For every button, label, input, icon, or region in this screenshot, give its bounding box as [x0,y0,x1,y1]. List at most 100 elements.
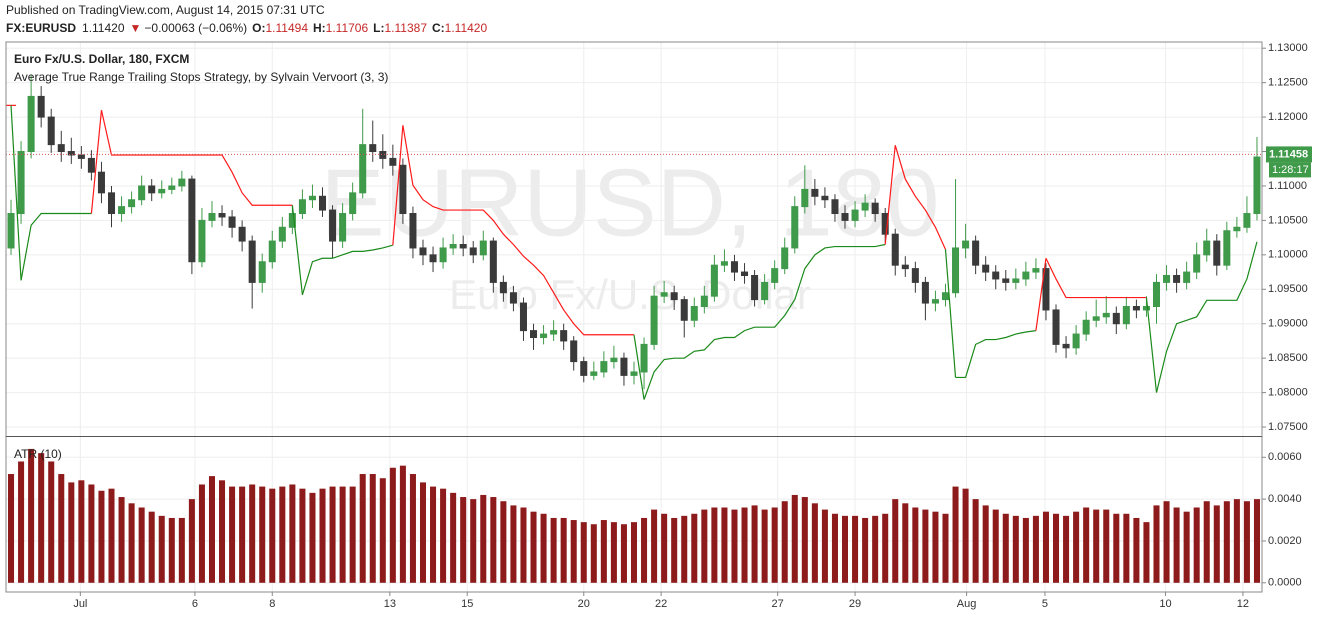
atr-bar [681,515,688,583]
atr-bar [580,522,587,583]
atr-bar [1153,505,1160,583]
candle-body [650,295,658,345]
trailing-stop-flip [291,205,304,295]
atr-bar [1243,501,1250,583]
candle-body [560,330,568,342]
atr-bar [1042,511,1049,583]
atr-bar [38,453,45,583]
y-tick-label: 1.07500 [1268,421,1308,433]
candle-body [881,213,889,235]
y-tick-label: 1.09500 [1268,283,1308,295]
candle-body [298,199,306,215]
candle-body [1122,306,1130,325]
atr-bar [882,513,889,583]
candle-body [891,233,899,266]
trailing-stop-flip [1035,258,1047,331]
atr-bar [1002,513,1009,583]
candle-body [580,361,588,376]
candle-body [570,340,578,363]
x-tick-label: 12 [1237,598,1249,610]
candle-body [811,188,819,197]
candle-body [941,292,950,301]
atr-bar [1193,507,1200,583]
trailing-stop-flip [10,105,22,281]
candle-body [901,264,909,270]
candle-body [349,192,357,215]
atr-bar [852,515,859,583]
candle-body [1002,278,1010,283]
atr-bar [1012,515,1019,583]
y-tick-label: 0.0040 [1268,493,1302,505]
candle-body [87,157,95,173]
atr-bar [148,511,155,583]
candle-body [741,271,749,277]
candle-body [962,240,970,249]
atr-bar [560,517,567,583]
atr-bar [118,497,125,583]
atr-bar [419,482,427,583]
countdown-box [1269,162,1311,178]
atr-bar [219,480,226,583]
candle-body [499,281,507,294]
y-tick-label: 1.10000 [1268,249,1308,261]
atr-bar [831,513,838,583]
candle-body [97,171,105,194]
atr-bar [188,499,195,583]
candle-body [47,116,55,146]
atr-bar [299,488,306,583]
atr-bar [952,486,959,583]
candle-body [690,306,698,321]
candle-body [359,144,367,194]
atr-bar [781,501,788,583]
candle-body [238,226,246,242]
candle-body [530,330,538,338]
candle-body [952,247,960,294]
atr-bar [279,486,286,583]
candle-body [1012,278,1020,283]
atr-bar [28,448,35,583]
candle-body [1102,312,1110,318]
atr-bar [1063,515,1070,583]
change: −0.00063 (−0.06%) [144,21,247,35]
atr-bar [1103,509,1110,583]
candle-body [1243,213,1251,228]
atr-bar [1113,513,1120,583]
chart-title: Euro Fx/U.S. Dollar, 180, FXCM [14,52,189,66]
candle-body [148,185,156,194]
watermark-subtitle: Euro Fx/U.S. Dollar [449,271,811,318]
atr-bar [480,494,487,583]
trailing-stop [100,110,293,206]
atr-bar [982,505,989,583]
low-label: L: [373,21,384,35]
atr-bar [651,509,658,583]
candle-body [710,264,718,297]
atr-bar [912,507,919,583]
atr-bar [1213,505,1220,583]
atr-bar [259,486,266,583]
candle-body [419,247,427,256]
quote-line: FX:EURUSD 1.11420 ▼ −0.00063 (−0.06%) O:1.11… [6,21,487,35]
candle-body [1152,281,1161,308]
atr-bar [932,511,939,583]
atr-bar [138,507,145,583]
y-tick-label: 0.0000 [1268,577,1302,589]
candle-body [218,213,226,218]
candle-body [1072,333,1080,349]
atr-bar [530,511,537,583]
candle-body [17,151,25,215]
candle-body [992,271,1000,280]
candle-body [1142,306,1150,311]
candle-body [128,199,136,208]
candle-body [720,261,728,266]
low-value: 1.11387 [385,21,428,35]
high-label: H: [313,21,326,35]
candle-body [610,357,618,363]
atr-bar [329,486,336,583]
y-tick-label: 1.08500 [1268,352,1308,364]
candle-body [911,268,919,283]
candle-body [550,330,558,335]
open-value: 1.11494 [266,21,309,35]
trailing-stop [301,244,394,295]
candle-body [1173,275,1181,283]
candle-body [57,144,65,153]
